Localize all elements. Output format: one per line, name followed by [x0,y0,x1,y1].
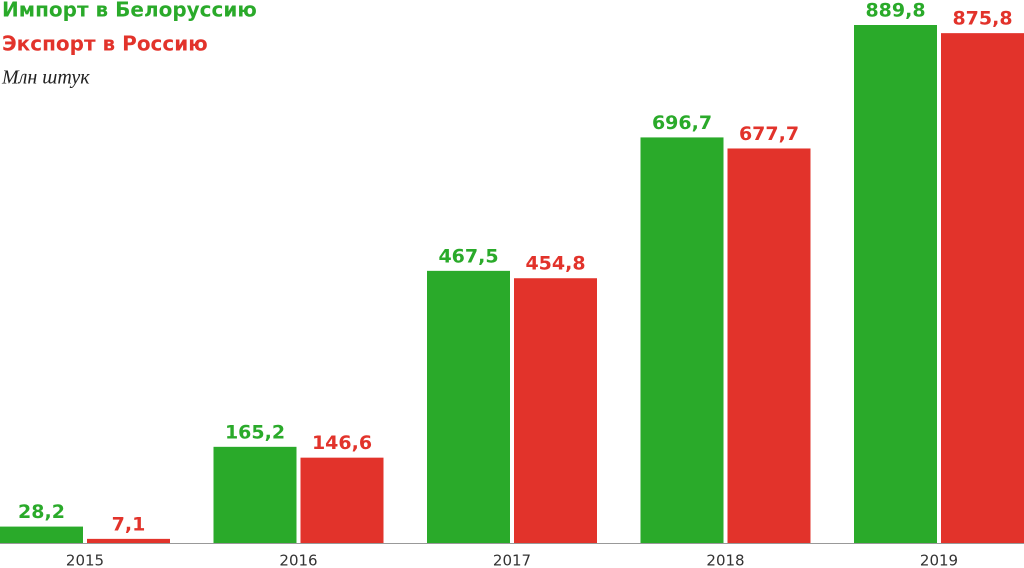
value-label: 7,1 [112,513,146,535]
value-label: 28,2 [18,501,65,523]
x-tick-label: 2016 [279,552,317,568]
x-tick-label: 2019 [920,552,958,568]
bar [87,538,170,543]
value-label: 875,8 [952,8,1012,30]
value-label: 889,8 [865,0,925,22]
bar [727,148,811,543]
value-label: 467,5 [438,245,498,267]
bar [427,270,510,543]
value-label: 696,7 [652,112,712,134]
value-label: 677,7 [739,123,799,145]
bar [300,457,384,543]
x-tick-label: 2015 [66,552,104,568]
bar [854,25,937,543]
bar [941,33,1024,543]
bar [0,526,83,543]
value-label: 165,2 [225,421,285,443]
legend-label: Экспорт в Россию [2,32,208,56]
legend-label: Импорт в Белоруссию [2,0,257,22]
bar [640,137,724,543]
bar [514,278,597,543]
value-label: 146,6 [312,432,372,454]
value-label: 454,8 [525,253,585,275]
x-tick-label: 2017 [493,552,531,568]
x-tick-label: 2018 [706,552,744,568]
bar [213,446,297,543]
chart-subtitle: Млн штук [1,67,90,89]
